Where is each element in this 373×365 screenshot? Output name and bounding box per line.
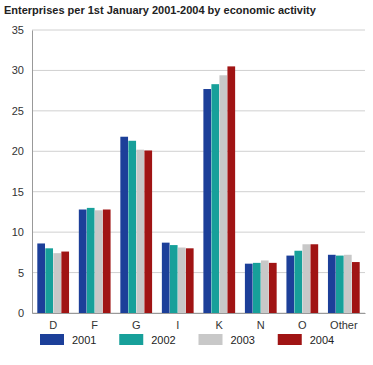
legend-swatch <box>40 334 64 345</box>
x-tick: O <box>298 313 307 331</box>
legend-entry: 2004 <box>278 334 334 346</box>
legend-entry: 2002 <box>119 334 175 346</box>
bar <box>245 264 253 313</box>
bar <box>53 253 61 313</box>
y-axis: 0 5 10 15 20 25 30 35 <box>12 24 33 319</box>
legend-label: 2004 <box>310 334 334 346</box>
y-tick: 5 <box>18 267 32 279</box>
bar <box>286 256 294 313</box>
y-tick: 30 <box>12 64 32 76</box>
plot: 0 5 10 15 20 25 30 35 D F G I K N O Other <box>12 24 366 331</box>
y-tick: 25 <box>12 105 32 117</box>
x-tick: I <box>176 313 179 331</box>
x-tick: D <box>49 313 57 331</box>
bar <box>253 263 261 313</box>
y-tick-label: 25 <box>12 105 24 117</box>
y-tick-label: 35 <box>12 24 24 36</box>
x-tick: N <box>257 313 265 331</box>
y-tick-label: 15 <box>12 186 24 198</box>
x-tick-label: Other <box>330 319 358 331</box>
grid-line <box>32 110 365 111</box>
y-axis-line <box>32 31 33 314</box>
x-tick-label: I <box>176 319 179 331</box>
x-tick: K <box>216 313 224 331</box>
bar <box>203 89 211 313</box>
title: Enterprises per 1st January 2001-2004 by… <box>4 4 317 16</box>
bar <box>310 244 318 313</box>
bar <box>261 260 269 313</box>
y-tick-label: 10 <box>12 226 24 238</box>
bar <box>170 245 178 313</box>
bar <box>178 248 186 313</box>
legend-label: 2002 <box>151 334 175 346</box>
bar <box>144 150 152 313</box>
y-tick: 10 <box>12 226 32 238</box>
x-axis-line <box>33 313 366 314</box>
legend-swatch <box>278 334 302 345</box>
x-tick: G <box>132 313 141 331</box>
legend-entry: 2003 <box>199 334 255 346</box>
x-tick-label: D <box>49 319 57 331</box>
bar <box>162 243 170 313</box>
grid-line <box>32 151 365 152</box>
bar <box>87 208 95 313</box>
bar <box>79 210 87 313</box>
bar <box>186 248 194 313</box>
grid-line <box>32 70 365 71</box>
bars <box>37 66 359 313</box>
legend-entry: 2001 <box>40 334 96 346</box>
y-tick-label: 30 <box>12 64 24 76</box>
bar <box>294 251 302 313</box>
bar <box>352 262 360 313</box>
bar <box>37 243 45 313</box>
legend-swatch <box>119 334 143 345</box>
bar <box>136 150 144 313</box>
x-tick-label: O <box>298 319 307 331</box>
y-tick: 35 <box>12 24 32 36</box>
y-tick-label: 5 <box>18 267 24 279</box>
x-axis: D F G I K N O Other <box>33 313 366 331</box>
bar <box>45 248 53 313</box>
x-tick-label: F <box>91 319 98 331</box>
bar <box>219 75 227 313</box>
grid-line <box>32 191 365 192</box>
x-tick: F <box>91 313 98 331</box>
x-tick-label: K <box>216 319 224 331</box>
bar <box>227 66 235 313</box>
y-tick: 15 <box>12 186 32 198</box>
grid-line <box>32 30 365 31</box>
bar <box>120 137 128 313</box>
legend: 2001 2002 2003 2004 <box>40 334 334 346</box>
x-tick-label: N <box>257 319 265 331</box>
y-tick: 0 <box>18 307 32 319</box>
y-tick: 20 <box>12 145 32 157</box>
bar <box>61 252 69 313</box>
y-tick-label: 20 <box>12 145 24 157</box>
bar <box>344 255 352 313</box>
legend-swatch <box>199 334 223 345</box>
legend-label: 2001 <box>72 334 96 346</box>
bar <box>336 256 344 313</box>
bar <box>95 210 103 313</box>
legend-label: 2003 <box>231 334 255 346</box>
bar <box>269 263 277 313</box>
y-tick-label: 0 <box>18 307 24 319</box>
bar <box>302 244 310 313</box>
x-tick-label: G <box>132 319 141 331</box>
bar <box>211 84 219 313</box>
bar <box>103 210 111 313</box>
x-tick: Other <box>330 313 358 331</box>
bar <box>328 255 336 313</box>
bar <box>128 141 136 313</box>
chart: Enterprises per 1st January 2001-2004 by… <box>0 0 373 365</box>
grid <box>32 30 365 313</box>
